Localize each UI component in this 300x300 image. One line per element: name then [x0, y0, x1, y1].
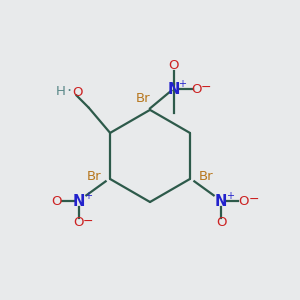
Text: −: −	[82, 215, 93, 228]
Text: O: O	[73, 86, 83, 99]
Text: O: O	[51, 195, 62, 208]
Text: O: O	[169, 59, 179, 72]
Text: O: O	[216, 217, 226, 230]
Text: Br: Br	[86, 169, 101, 182]
Text: O: O	[238, 195, 249, 208]
Text: O: O	[191, 82, 201, 96]
Text: −: −	[249, 193, 259, 206]
Text: Br: Br	[199, 169, 214, 182]
Text: +: +	[178, 79, 186, 89]
Text: O: O	[74, 217, 84, 230]
Text: +: +	[84, 191, 92, 201]
Text: N: N	[168, 82, 180, 97]
Text: N: N	[73, 194, 85, 209]
Text: H: H	[56, 85, 66, 98]
Text: ·: ·	[66, 84, 71, 99]
Text: N: N	[215, 194, 227, 209]
Text: −: −	[200, 81, 211, 94]
Text: Br: Br	[135, 92, 150, 105]
Text: +: +	[226, 191, 234, 201]
